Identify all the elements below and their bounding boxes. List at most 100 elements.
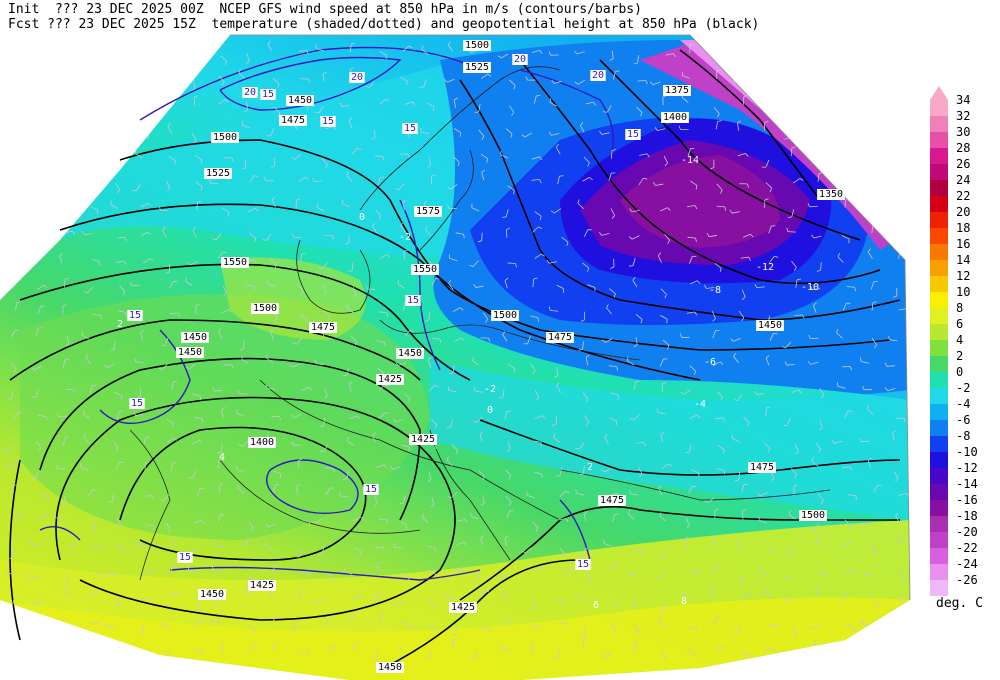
wind-barb [321,546,325,555]
wind-barb [860,622,869,626]
wind-barb-flag [117,525,122,529]
colorbar-label: 18 [956,221,971,235]
wind-barb [661,463,670,469]
wind-barb-flag [271,165,276,168]
colorbar-swatch [930,468,948,484]
wind-barb [531,179,540,181]
wind-barb-flag [643,442,646,447]
wind-barb [787,130,791,139]
wind-barb [603,543,612,547]
wind-barb [447,44,454,52]
wind-barb-flag [149,258,154,262]
wind-barb-flag [580,122,584,126]
wind-barb-flag [497,55,502,59]
wind-barb-flag [238,68,241,73]
wind-barb-flag [305,176,310,180]
wind-barb-flag [420,128,422,133]
wind-barb [814,523,819,531]
wind-barb [170,462,174,471]
svg-text:1575: 1575 [416,206,440,217]
wind-barb [375,155,384,158]
wind-barb [582,177,590,182]
wind-barb [717,444,725,451]
wind-barb [659,358,664,367]
wind-barb [143,437,147,446]
wind-barb [611,514,615,523]
wind-barb [582,465,585,474]
wind-barb-flag [511,112,515,116]
wind-barb [813,235,822,239]
wind-barb [298,176,307,182]
wind-barb [114,392,122,396]
wind-barb-flag [97,622,101,627]
wind-barb [556,284,564,290]
wind-barb-flag [8,606,13,609]
wind-barb [507,185,515,191]
wind-barb [713,617,717,626]
wind-barb [293,413,302,419]
wind-barb [482,312,489,320]
temperature-label: -6 [704,357,716,368]
wind-barb-flag [629,208,633,213]
wind-barb [899,308,908,311]
wind-barb-flag [360,594,364,599]
wind-barb [478,470,485,477]
wind-barb-flag [513,368,516,373]
wind-barb-flag [794,267,797,271]
wind-barb-flag [346,436,349,441]
wind-barb [404,330,411,337]
wind-barb [38,513,46,520]
wind-barb-flag [241,355,243,360]
wind-barb [266,233,272,241]
wind-barb [660,288,667,295]
colorbar-label: 24 [956,173,971,187]
wind-barb [765,408,767,417]
wind-barb [426,570,435,572]
svg-text:2: 2 [117,319,123,330]
wind-barb-flag [903,418,906,423]
wind-barb-flag [668,463,673,467]
colorbar-label: -24 [956,557,978,571]
wind-barb [601,232,610,236]
wind-barb [210,182,219,185]
wind-barb [895,235,904,238]
wind-barb [684,539,688,548]
wind-barb-flag [846,186,849,191]
wind-barb-flag [884,103,888,107]
wind-barb [143,50,146,59]
wind-barb-flag [79,463,82,468]
wind-barb [167,126,173,134]
wind-barb [15,172,19,181]
wind-barb [63,181,70,189]
wind-barb-flag [265,384,268,389]
wind-barb-flag [657,252,662,256]
svg-text:15: 15 [627,129,639,140]
wind-barb-flag [525,76,528,81]
wind-barb-flag [745,153,749,157]
wind-barb [871,225,874,234]
wind-barb-flag [447,41,451,46]
colorbar-label: -20 [956,525,978,539]
wind-barb-flag [719,268,722,273]
wind-barb-flag [221,642,226,646]
wind-barb-flag [132,189,137,192]
svg-text:1450: 1450 [288,95,312,106]
wind-barb [377,367,384,374]
wind-barb [348,615,354,623]
wind-barb-flag [864,93,867,98]
wind-barb [221,645,223,654]
height-label: 1400 [661,112,689,123]
wind-barb-flag [46,99,50,103]
wind-barb-flag [94,83,96,88]
wind-barb-flag [723,449,725,454]
wind-barb-flag [540,442,543,447]
colorbar-swatch [930,404,948,420]
wind-barb-flag [611,215,615,219]
wind-barb-flag [421,45,424,50]
wind-barb [895,515,901,524]
wind-barb-flag [811,234,815,239]
wind-barb [478,129,485,137]
wind-barb [844,569,853,574]
wind-barb-flag [734,399,739,401]
wind-barb-flag [301,289,304,294]
